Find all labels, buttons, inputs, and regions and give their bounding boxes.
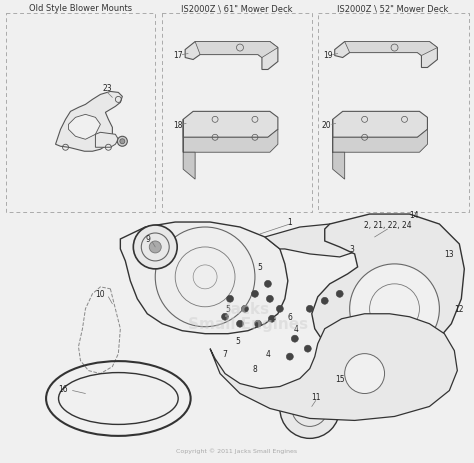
Polygon shape (312, 214, 465, 364)
Text: 11: 11 (311, 392, 320, 401)
Polygon shape (195, 43, 278, 58)
Circle shape (227, 296, 234, 303)
Polygon shape (183, 112, 278, 138)
Circle shape (350, 264, 439, 354)
Text: 23: 23 (102, 84, 112, 93)
Text: 4: 4 (265, 350, 270, 358)
Polygon shape (335, 43, 438, 69)
Circle shape (276, 306, 283, 313)
Text: 16: 16 (58, 384, 67, 393)
Circle shape (345, 354, 384, 394)
Text: IS2000Z \ 61" Mower Deck: IS2000Z \ 61" Mower Deck (181, 4, 293, 13)
Polygon shape (69, 115, 100, 140)
Polygon shape (333, 130, 428, 153)
Circle shape (268, 316, 275, 323)
Circle shape (241, 306, 248, 313)
Text: Old Style Blower Mounts: Old Style Blower Mounts (29, 4, 132, 13)
Circle shape (304, 345, 311, 352)
Circle shape (264, 281, 272, 288)
Text: 5: 5 (226, 305, 230, 313)
Polygon shape (55, 92, 122, 152)
Text: 4: 4 (293, 325, 298, 333)
Polygon shape (120, 223, 288, 334)
Text: 17: 17 (173, 51, 183, 60)
Text: 1: 1 (287, 217, 292, 226)
Text: 13: 13 (445, 250, 454, 259)
Circle shape (255, 320, 262, 327)
Circle shape (120, 139, 125, 144)
Polygon shape (345, 43, 438, 56)
Text: 18: 18 (173, 120, 183, 130)
Circle shape (303, 401, 317, 416)
Polygon shape (333, 120, 345, 180)
Text: 3: 3 (349, 245, 354, 254)
Polygon shape (185, 43, 278, 70)
Text: Small Engines: Small Engines (188, 317, 308, 332)
Polygon shape (210, 314, 457, 420)
Circle shape (251, 291, 258, 298)
Text: Copyright © 2011 Jacks Small Engines: Copyright © 2011 Jacks Small Engines (176, 448, 298, 453)
Polygon shape (183, 130, 278, 153)
Circle shape (306, 306, 313, 313)
Text: 15: 15 (335, 374, 345, 383)
Circle shape (133, 225, 177, 269)
Circle shape (149, 241, 161, 253)
Text: 14: 14 (410, 210, 419, 219)
Text: 2, 21, 22, 24: 2, 21, 22, 24 (364, 220, 411, 229)
Text: 9: 9 (146, 235, 151, 244)
Text: 8: 8 (253, 364, 257, 373)
Text: IS2000Z \ 52" Mower Deck: IS2000Z \ 52" Mower Deck (337, 4, 448, 13)
Text: 20: 20 (322, 120, 331, 130)
Text: 5: 5 (257, 263, 263, 272)
Text: 12: 12 (455, 305, 464, 313)
Text: 7: 7 (223, 350, 228, 358)
Circle shape (221, 313, 228, 320)
Circle shape (292, 336, 298, 343)
Polygon shape (265, 225, 365, 257)
Circle shape (280, 379, 340, 438)
Polygon shape (333, 112, 428, 138)
Text: 6: 6 (287, 313, 292, 321)
Text: Jacks: Jacks (226, 301, 270, 317)
Polygon shape (183, 120, 195, 180)
Circle shape (118, 137, 128, 147)
Circle shape (321, 298, 328, 305)
Circle shape (237, 320, 244, 327)
Text: 5: 5 (236, 337, 240, 345)
Text: 10: 10 (96, 290, 105, 299)
Circle shape (266, 296, 273, 303)
Polygon shape (95, 133, 118, 148)
Circle shape (286, 353, 293, 360)
Text: 19: 19 (323, 51, 333, 60)
Circle shape (336, 291, 343, 298)
